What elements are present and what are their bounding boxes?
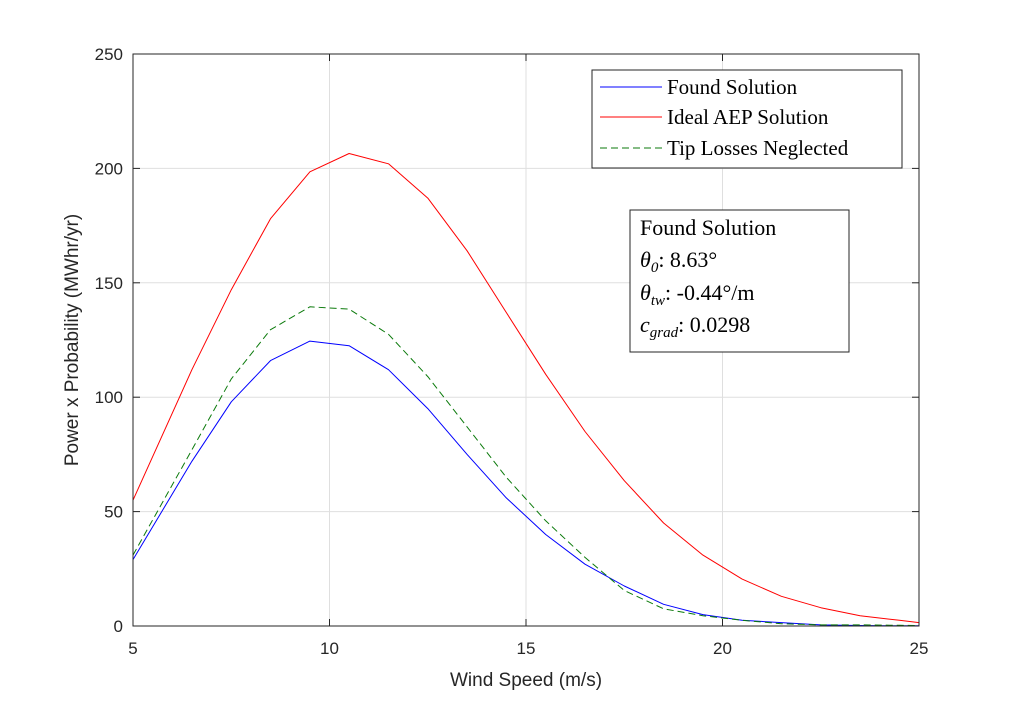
y-tick-label: 150 [95, 274, 123, 293]
annotation-box: Found Solution θ0: 8.63° θtw: -0.44°/m c… [629, 209, 850, 353]
y-axis-label: Power x Probability (MWhr/yr) [62, 214, 83, 466]
y-tick-label: 200 [95, 159, 123, 178]
x-tick-label: 20 [713, 639, 732, 658]
annotation-thetatw: θtw: -0.44°/m [640, 280, 754, 309]
series-line-tip-losses-neglected [132, 306, 920, 626]
legend-label-tip-losses: Tip Losses Neglected [667, 136, 849, 160]
y-tick-label: 0 [114, 617, 123, 636]
series-lines [132, 153, 920, 627]
legend-label-found-solution: Found Solution [667, 75, 798, 99]
x-axis-label: Wind Speed (m/s) [450, 670, 602, 691]
y-tick-label: 50 [104, 503, 123, 522]
x-tick-label: 15 [517, 639, 536, 658]
y-tick-label: 250 [95, 45, 123, 64]
x-tick-label: 25 [910, 639, 929, 658]
series-line-ideal-aep-solution [132, 153, 920, 624]
annotation-title: Found Solution [640, 215, 776, 240]
legend: Found Solution Ideal AEP Solution Tip Lo… [591, 69, 903, 169]
annotation-frame [629, 209, 850, 353]
annotation-theta0: θ0: 8.63° [640, 247, 717, 276]
x-tick-label: 10 [320, 639, 339, 658]
legend-box [591, 69, 903, 169]
legend-label-ideal-aep: Ideal AEP Solution [667, 105, 829, 129]
series-line-found-solution [132, 340, 919, 627]
y-tick-label: 100 [95, 388, 123, 407]
annotation-cgrad: cgrad: 0.0298 [640, 312, 750, 341]
x-tick-label: 5 [128, 639, 137, 658]
